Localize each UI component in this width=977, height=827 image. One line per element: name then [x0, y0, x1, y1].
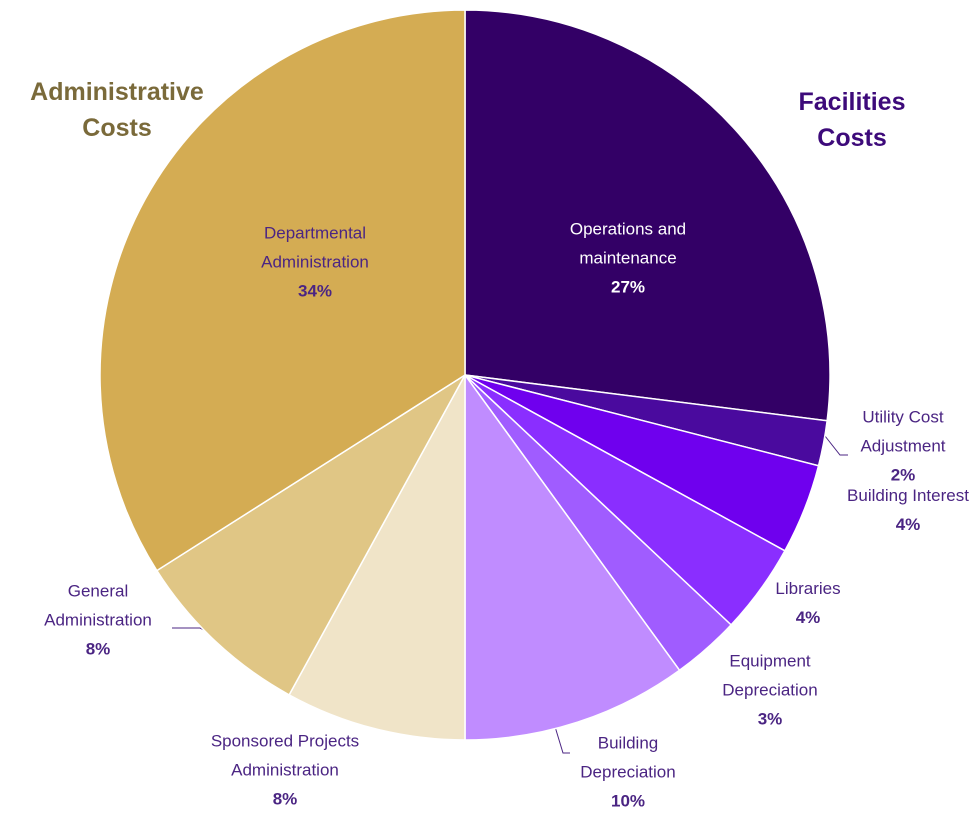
pie-slice	[464, 9, 831, 422]
value-label: 3%	[757, 709, 783, 729]
slice-label: Equipment Depreciation 3%	[700, 647, 840, 734]
value-label: 8%	[272, 789, 298, 809]
value-label: 10%	[610, 791, 646, 811]
category-label: Building Interest	[847, 486, 969, 505]
leader-line	[552, 719, 570, 754]
value-label: 27%	[610, 277, 646, 297]
category-label: Building Depreciation	[580, 733, 676, 782]
category-label: Libraries	[775, 579, 841, 598]
pie-slice	[464, 372, 681, 741]
group-title: Facilities Costs	[798, 88, 906, 152]
slice-label: Building Depreciation 10%	[558, 729, 698, 816]
category-label: Sponsored Projects Administration	[210, 731, 360, 780]
value-label: 4%	[895, 515, 921, 534]
slice-label: Libraries 4%	[758, 574, 858, 632]
value-label: 2%	[890, 465, 916, 485]
slice-label: Departmental Administration 34%	[230, 219, 400, 306]
pie-slice	[288, 374, 466, 741]
slice-label: Operations and maintenance 27%	[538, 215, 718, 302]
pie-slice	[155, 374, 466, 696]
value-label: 34%	[297, 281, 333, 301]
value-label: 4%	[795, 608, 821, 627]
slice-label: Building Interest 4%	[818, 481, 977, 539]
category-label: Departmental Administration	[261, 223, 369, 272]
slice-label: General Administration 8%	[18, 577, 178, 664]
category-label: General Administration	[44, 581, 152, 630]
category-label: Equipment Depreciation	[722, 651, 818, 700]
leader-line	[824, 435, 848, 456]
pie-slice	[99, 9, 466, 572]
value-label: 8%	[85, 639, 111, 659]
category-label: Operations and maintenance	[569, 219, 687, 268]
group-title: Administrative Costs	[30, 78, 204, 142]
category-label: Utility Cost Adjustment	[860, 407, 946, 456]
slice-label: Sponsored Projects Administration 8%	[185, 727, 385, 814]
slice-label: Utility Cost Adjustment 2%	[846, 403, 961, 490]
